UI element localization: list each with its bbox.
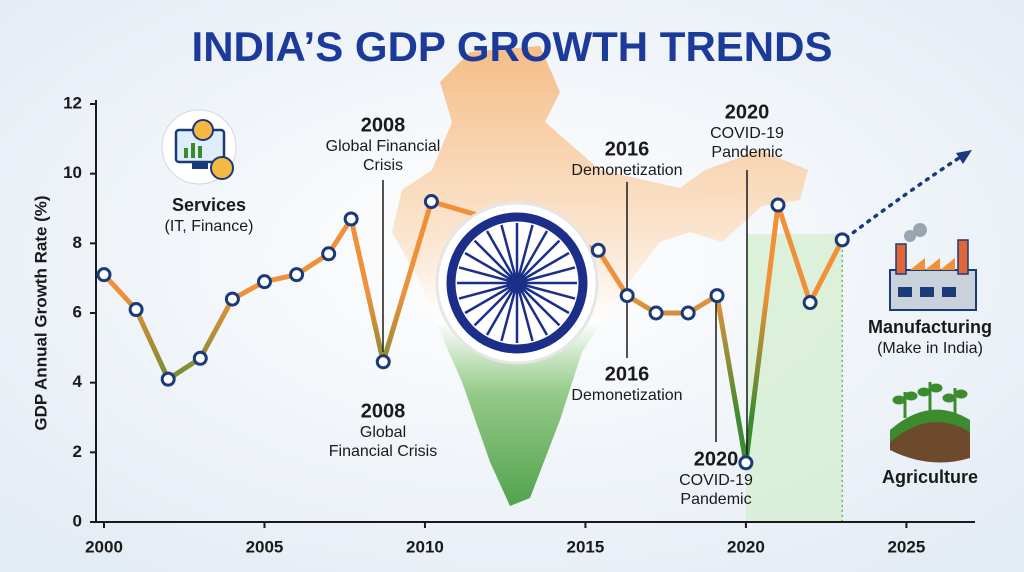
y-tick-label: 6 [73, 302, 82, 321]
point [423, 194, 439, 210]
annotation-year: 2008 [361, 114, 406, 136]
point [289, 267, 305, 283]
annotation-text: Global Financial [326, 138, 441, 155]
point [738, 455, 754, 471]
x-tick-label: 2010 [406, 537, 444, 556]
y-axis-title: GDP Annual Growth Rate (%) [31, 195, 50, 430]
x-tick-label: 2000 [85, 537, 123, 556]
annotation-text: Crisis [363, 157, 403, 174]
emblem-hub [507, 273, 527, 293]
highlight-band [745, 234, 843, 522]
y-tick-label: 8 [73, 233, 82, 252]
x-tick-label: 2005 [246, 537, 284, 556]
point [96, 267, 112, 283]
point [770, 197, 786, 213]
annotation-year: 2016 [605, 363, 650, 385]
sector-name: Services [172, 195, 246, 215]
annotation-text: COVID-19 [710, 125, 784, 142]
annotation-year: 2008 [361, 400, 406, 422]
point [256, 274, 272, 290]
y-tick-label: 2 [73, 442, 82, 461]
sector-detail: (IT, Finance) [165, 218, 254, 235]
point [192, 350, 208, 366]
annotation-text: Demonetization [571, 387, 682, 404]
line [102, 199, 845, 466]
point [128, 302, 144, 318]
point [160, 371, 176, 387]
point [648, 305, 664, 321]
point [709, 288, 725, 304]
point [680, 305, 696, 321]
agriculture-icon [890, 382, 970, 463]
arrow-head [956, 150, 972, 164]
point [343, 211, 359, 227]
annotation-year: 2016 [605, 138, 650, 160]
sector-name: Manufacturing [868, 317, 992, 337]
annotation-year: 2020 [694, 448, 739, 470]
point [224, 291, 240, 307]
chart-title: INDIA’S GDP GROWTH TRENDS [192, 23, 833, 70]
india-map [392, 46, 808, 506]
y-tick-label: 10 [63, 163, 82, 182]
annotation-text: Pandemic [711, 144, 782, 161]
point [321, 246, 337, 262]
projection-arrow [844, 154, 964, 240]
y-tick-label: 4 [73, 372, 83, 391]
sector-detail: (Make in India) [877, 340, 983, 357]
annotation-text: Pandemic [680, 491, 751, 508]
point [834, 232, 850, 248]
x-tick-label: 2020 [727, 537, 765, 556]
point [802, 295, 818, 311]
annotation-year: 2020 [725, 101, 770, 123]
manufacturing-icon [889, 223, 977, 311]
emblem-ring [446, 212, 588, 354]
point [590, 242, 606, 258]
sector-name: Agriculture [882, 467, 978, 487]
point [375, 354, 391, 370]
point [619, 288, 635, 304]
y-tick-label: 12 [63, 93, 82, 112]
annotation-text: COVID-19 [679, 472, 753, 489]
y-tick-label: 0 [73, 511, 82, 530]
x-tick-label: 2015 [567, 537, 605, 556]
x-tick-label: 2025 [887, 537, 925, 556]
services-icon [161, 109, 237, 185]
annotation-text: Global [360, 424, 406, 441]
annotation-text: Demonetization [571, 162, 682, 179]
annotation-text: Financial Crisis [329, 443, 437, 460]
